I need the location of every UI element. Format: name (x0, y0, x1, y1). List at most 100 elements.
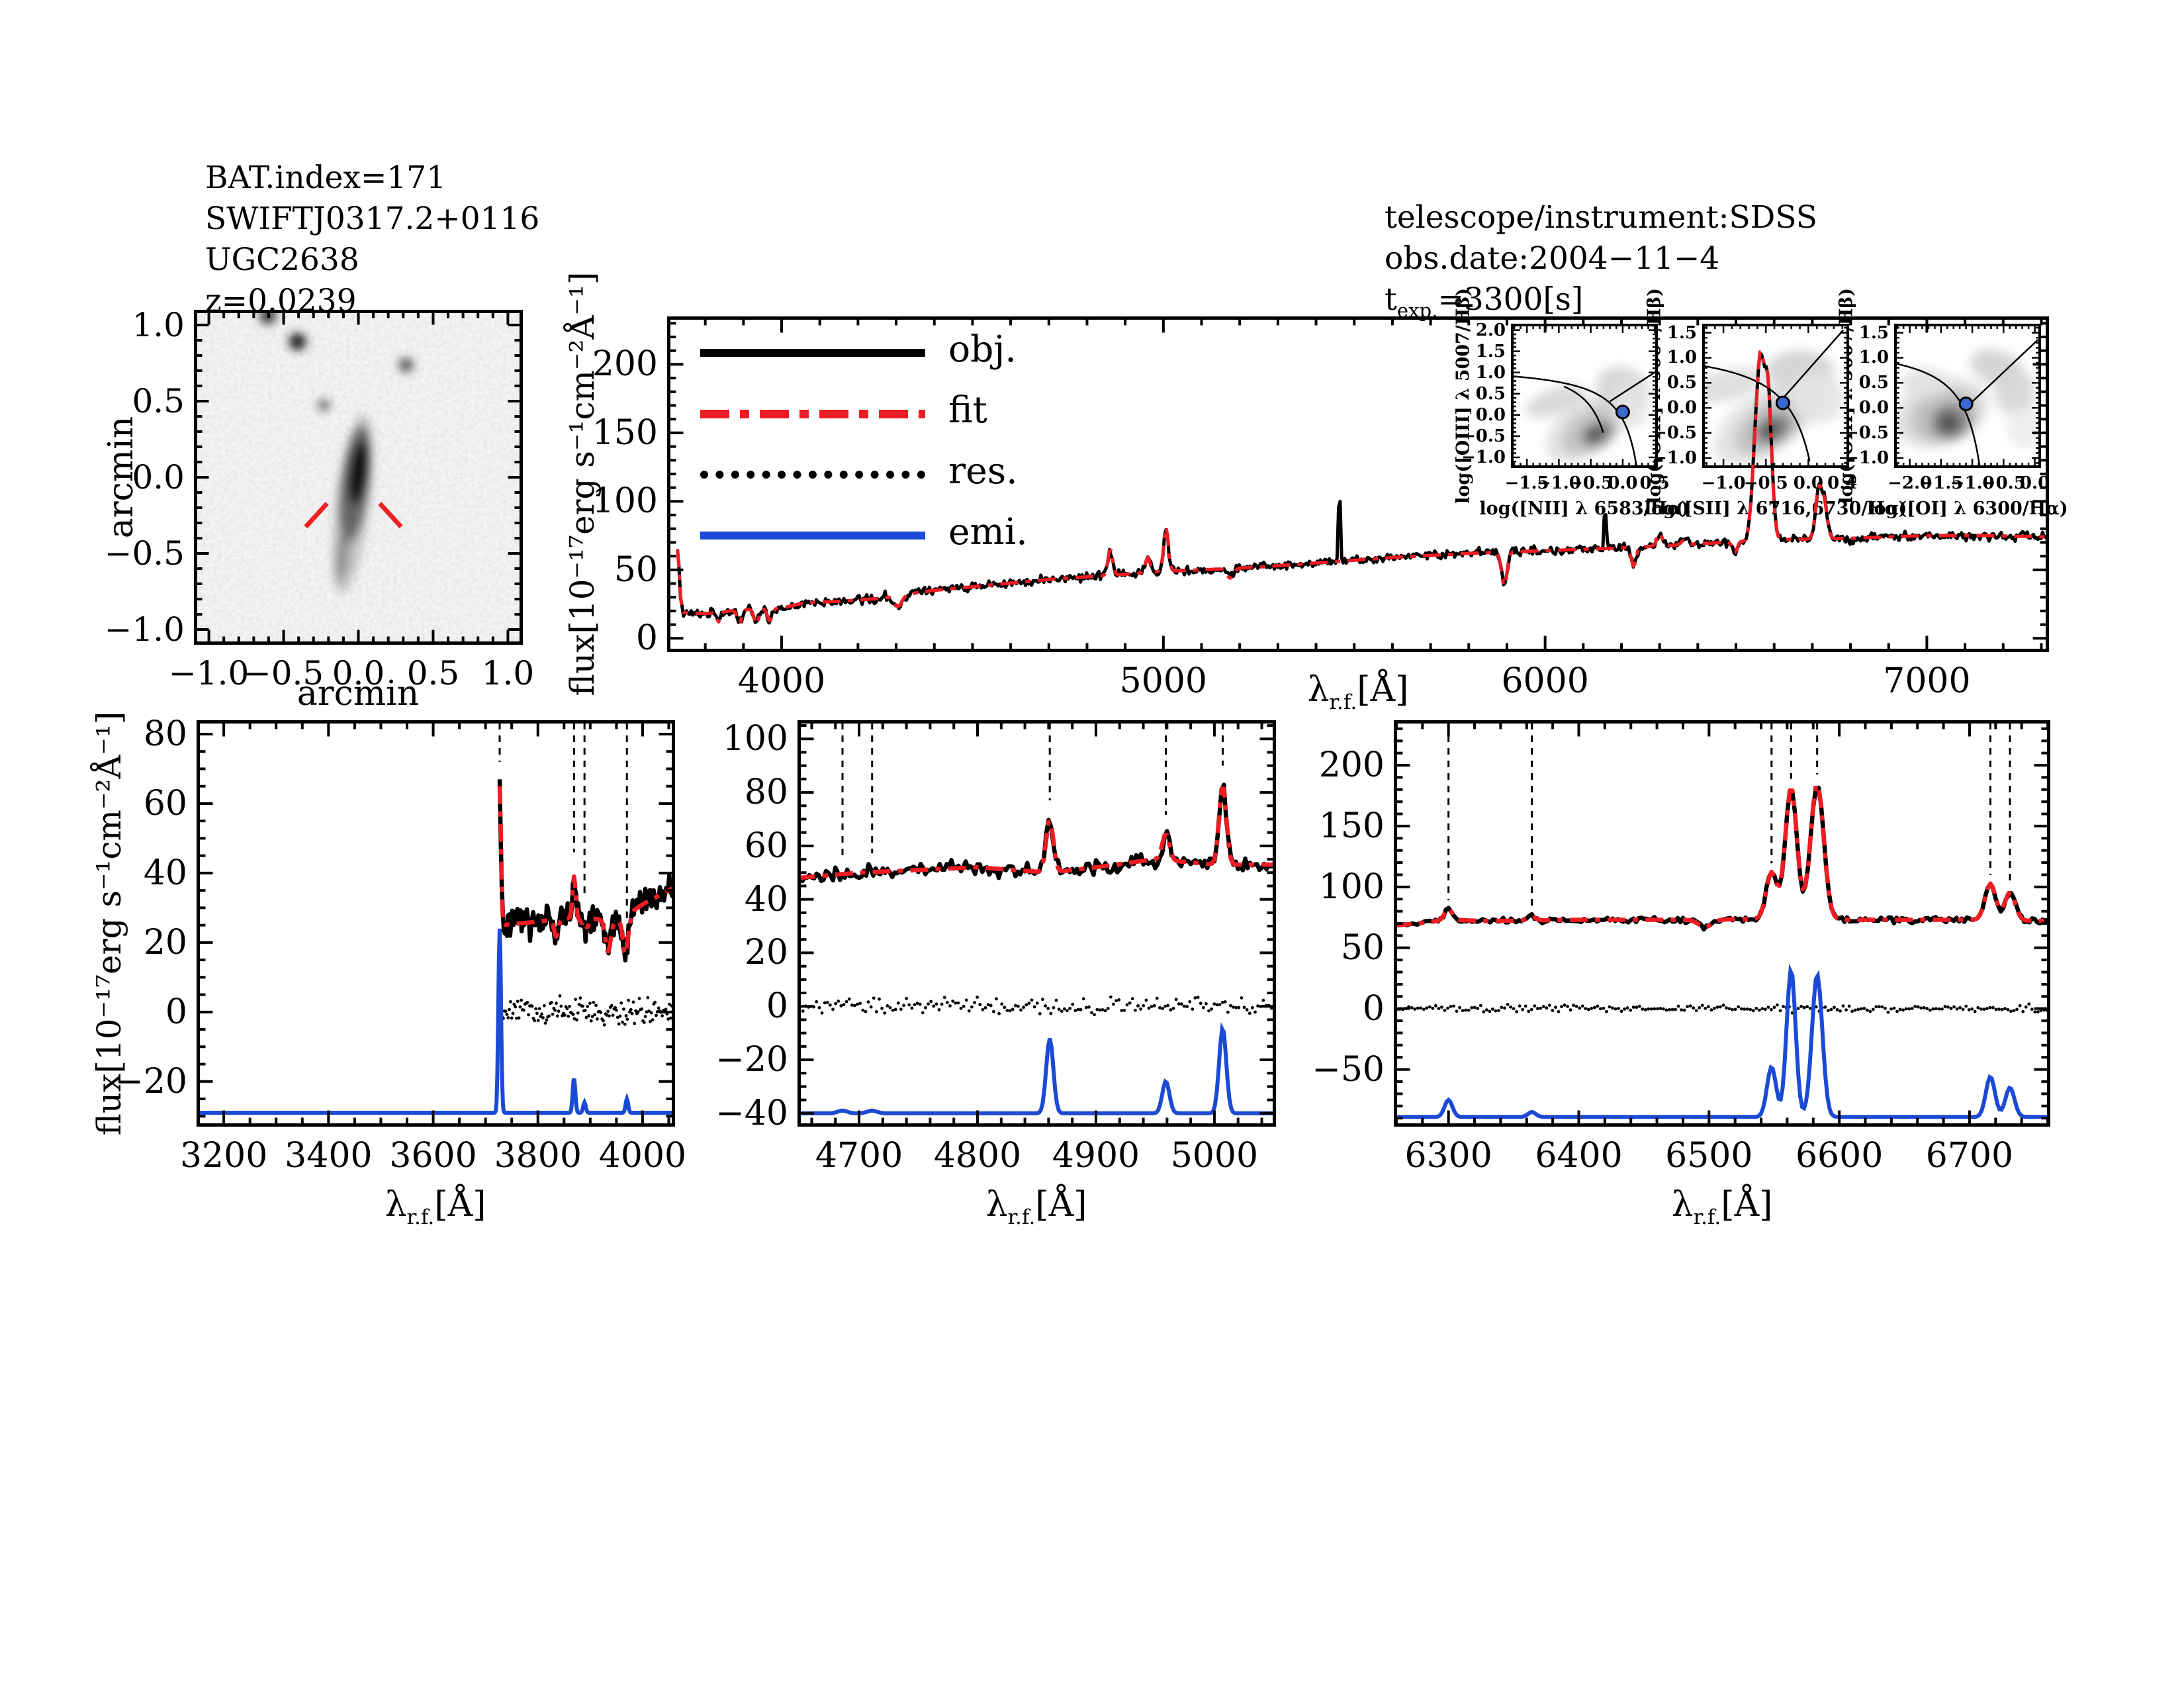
zoom-halpha-panel-emi-line (1394, 963, 2050, 1119)
tick-label: 50 (1340, 927, 1385, 968)
inset-tick-label: −1.0 (1536, 473, 1581, 493)
tick-label: 6400 (1535, 1136, 1623, 1176)
zoom-halpha-panel (1394, 720, 2050, 1127)
tick-label: −20 (715, 1040, 788, 1080)
tick-label: 5000 (1119, 661, 1207, 701)
legend-label-res: res. (948, 449, 1018, 492)
main-spectrum-panel (667, 316, 2049, 652)
inset-tick-label: −1.5 (1504, 473, 1549, 493)
tick-label: 4000 (598, 1136, 687, 1176)
tick-label: 200 (592, 344, 658, 385)
tick-label: 0.0 (132, 458, 185, 496)
main-spectrum-panel-obj-line (676, 352, 2049, 625)
bpt-point-SF (1775, 395, 1790, 410)
legend-swatch-fit (700, 410, 925, 418)
tick-label: 6500 (1665, 1136, 1753, 1176)
exposure-value: =3300[s] (1437, 281, 1584, 318)
inset-tick-label: 1.5 (1666, 322, 1697, 343)
bpt-inset-SY (1894, 324, 2041, 468)
header-right: telescope/instrument:SDSS obs.date:2004−… (1385, 197, 1817, 331)
zoom-hbeta-xlabel-lambda: λ (985, 1185, 1008, 1225)
tick-label: −1.0 (104, 610, 185, 649)
tick-label: −0.5 (243, 654, 324, 692)
zoom-halpha-panel-fit-line (1394, 783, 2050, 929)
tick-label: 100 (1318, 867, 1385, 907)
slit-marker-1 (378, 502, 403, 529)
tick-label: 1.0 (481, 654, 535, 692)
legend-swatch-obj (700, 349, 925, 357)
zoom-blue-xlabel-lambda: λ (385, 1185, 407, 1225)
main-xlabel-unit: [Å] (1357, 670, 1409, 710)
inset-tick-label: −0.5 (1844, 423, 1889, 443)
tick-label: 80 (143, 714, 187, 754)
tick-label: 4900 (1052, 1136, 1140, 1176)
tick-label: 3800 (494, 1136, 582, 1176)
tick-label: 0 (1362, 988, 1385, 1029)
telescope-text: telescope/instrument:SDSS (1385, 199, 1817, 236)
bpt-xlabel: log([NII] λ 6583/Hα) (1479, 498, 1690, 519)
main-spectrum-panel-fit-line (676, 350, 2049, 626)
tick-label: 6300 (1404, 1136, 1492, 1176)
bpt-point-SY (1958, 397, 1974, 412)
tick-label: 4700 (815, 1136, 903, 1176)
inset-tick-label: −1.0 (1461, 447, 1506, 467)
legend-swatch-emi (700, 532, 925, 539)
zoom-blue-xlabel-unit: [Å] (434, 1185, 486, 1225)
inset-tick-label: 0.5 (1858, 373, 1889, 393)
zoom-blue-xlabel: λr.f.[Å] (385, 1185, 486, 1229)
tick-label: 0 (165, 992, 187, 1032)
tick-label: 6000 (1501, 661, 1589, 701)
tick-label: 40 (143, 853, 187, 893)
tick-label: −1.0 (168, 654, 250, 692)
inset-tick-label: 0.0 (1608, 473, 1638, 493)
inset-tick-label: 0.4 (1827, 473, 1858, 493)
tick-label: 0 (766, 986, 788, 1027)
zoom-halpha-xlabel-unit: [Å] (1721, 1185, 1773, 1225)
swift-id-text: SWIFTJ0317.2+0116 (205, 201, 540, 237)
inset-tick-label: 0.0 (1475, 404, 1506, 425)
tick-label: 200 (1318, 745, 1385, 786)
inset-tick-label: −0.5 (1569, 473, 1614, 493)
inset-tick-label: 2.0 (1475, 320, 1506, 340)
tick-label: 6700 (1925, 1136, 2014, 1176)
tick-label: 3600 (389, 1136, 477, 1176)
zoom-blue-panel (197, 720, 675, 1127)
slit-marker-0 (304, 502, 329, 529)
tick-label: 150 (592, 412, 658, 453)
inset-tick-label: −0.5 (1461, 426, 1506, 446)
zoom-halpha-xlabel-sub: r.f. (1693, 1205, 1721, 1229)
main-xlabel-sub: r.f. (1329, 690, 1357, 714)
tick-label: 4000 (737, 661, 826, 701)
bpt-point-LI (1615, 404, 1630, 420)
zoom-hbeta-panel (797, 720, 1276, 1127)
zoom-hbeta-xlabel-sub: r.f. (1007, 1205, 1036, 1229)
inset-tick-label: 0.5 (1639, 473, 1670, 493)
tick-label: −40 (715, 1093, 788, 1133)
zoom-halpha-xlabel-lambda: λ (1671, 1185, 1694, 1225)
zoom-halpha-xlabel: λr.f.[Å] (1672, 1185, 1773, 1229)
tick-label: 150 (1318, 806, 1385, 846)
obsdate-text: obs.date:2004−11−4 (1385, 240, 1720, 277)
inset-tick-label: 1.5 (1475, 341, 1506, 361)
tick-label: 0 (635, 618, 658, 659)
inset-tick-label: 0.5 (1475, 383, 1506, 404)
dss-image-panel (194, 310, 523, 645)
inset-tick-label: −1.0 (1701, 473, 1746, 493)
inset-tick-label: −0.5 (1981, 473, 2026, 493)
tick-label: 100 (722, 719, 788, 759)
inset-tick-label: −1.5 (1919, 473, 1964, 493)
dss-xlabel: arcmin (296, 674, 420, 714)
tick-label: 100 (592, 481, 658, 522)
legend-swatch-res (700, 471, 925, 479)
tick-label: −20 (114, 1061, 187, 1102)
tick-label: 3400 (285, 1136, 373, 1176)
inset-tick-label: −1.0 (1652, 447, 1697, 468)
bat-index-text: BAT.index=171 (205, 160, 447, 196)
zoom-blue-panel-emi-line (197, 928, 675, 1115)
inset-tick-label: 0.0 (1858, 398, 1889, 418)
inset-tick-label: 1.0 (1666, 348, 1697, 368)
tick-label: 20 (143, 922, 187, 962)
bpt-inset-SF (1702, 324, 1849, 468)
inset-tick-label: 0.0 (2019, 473, 2050, 493)
zoom-blue-panel-fit-line (497, 786, 675, 957)
